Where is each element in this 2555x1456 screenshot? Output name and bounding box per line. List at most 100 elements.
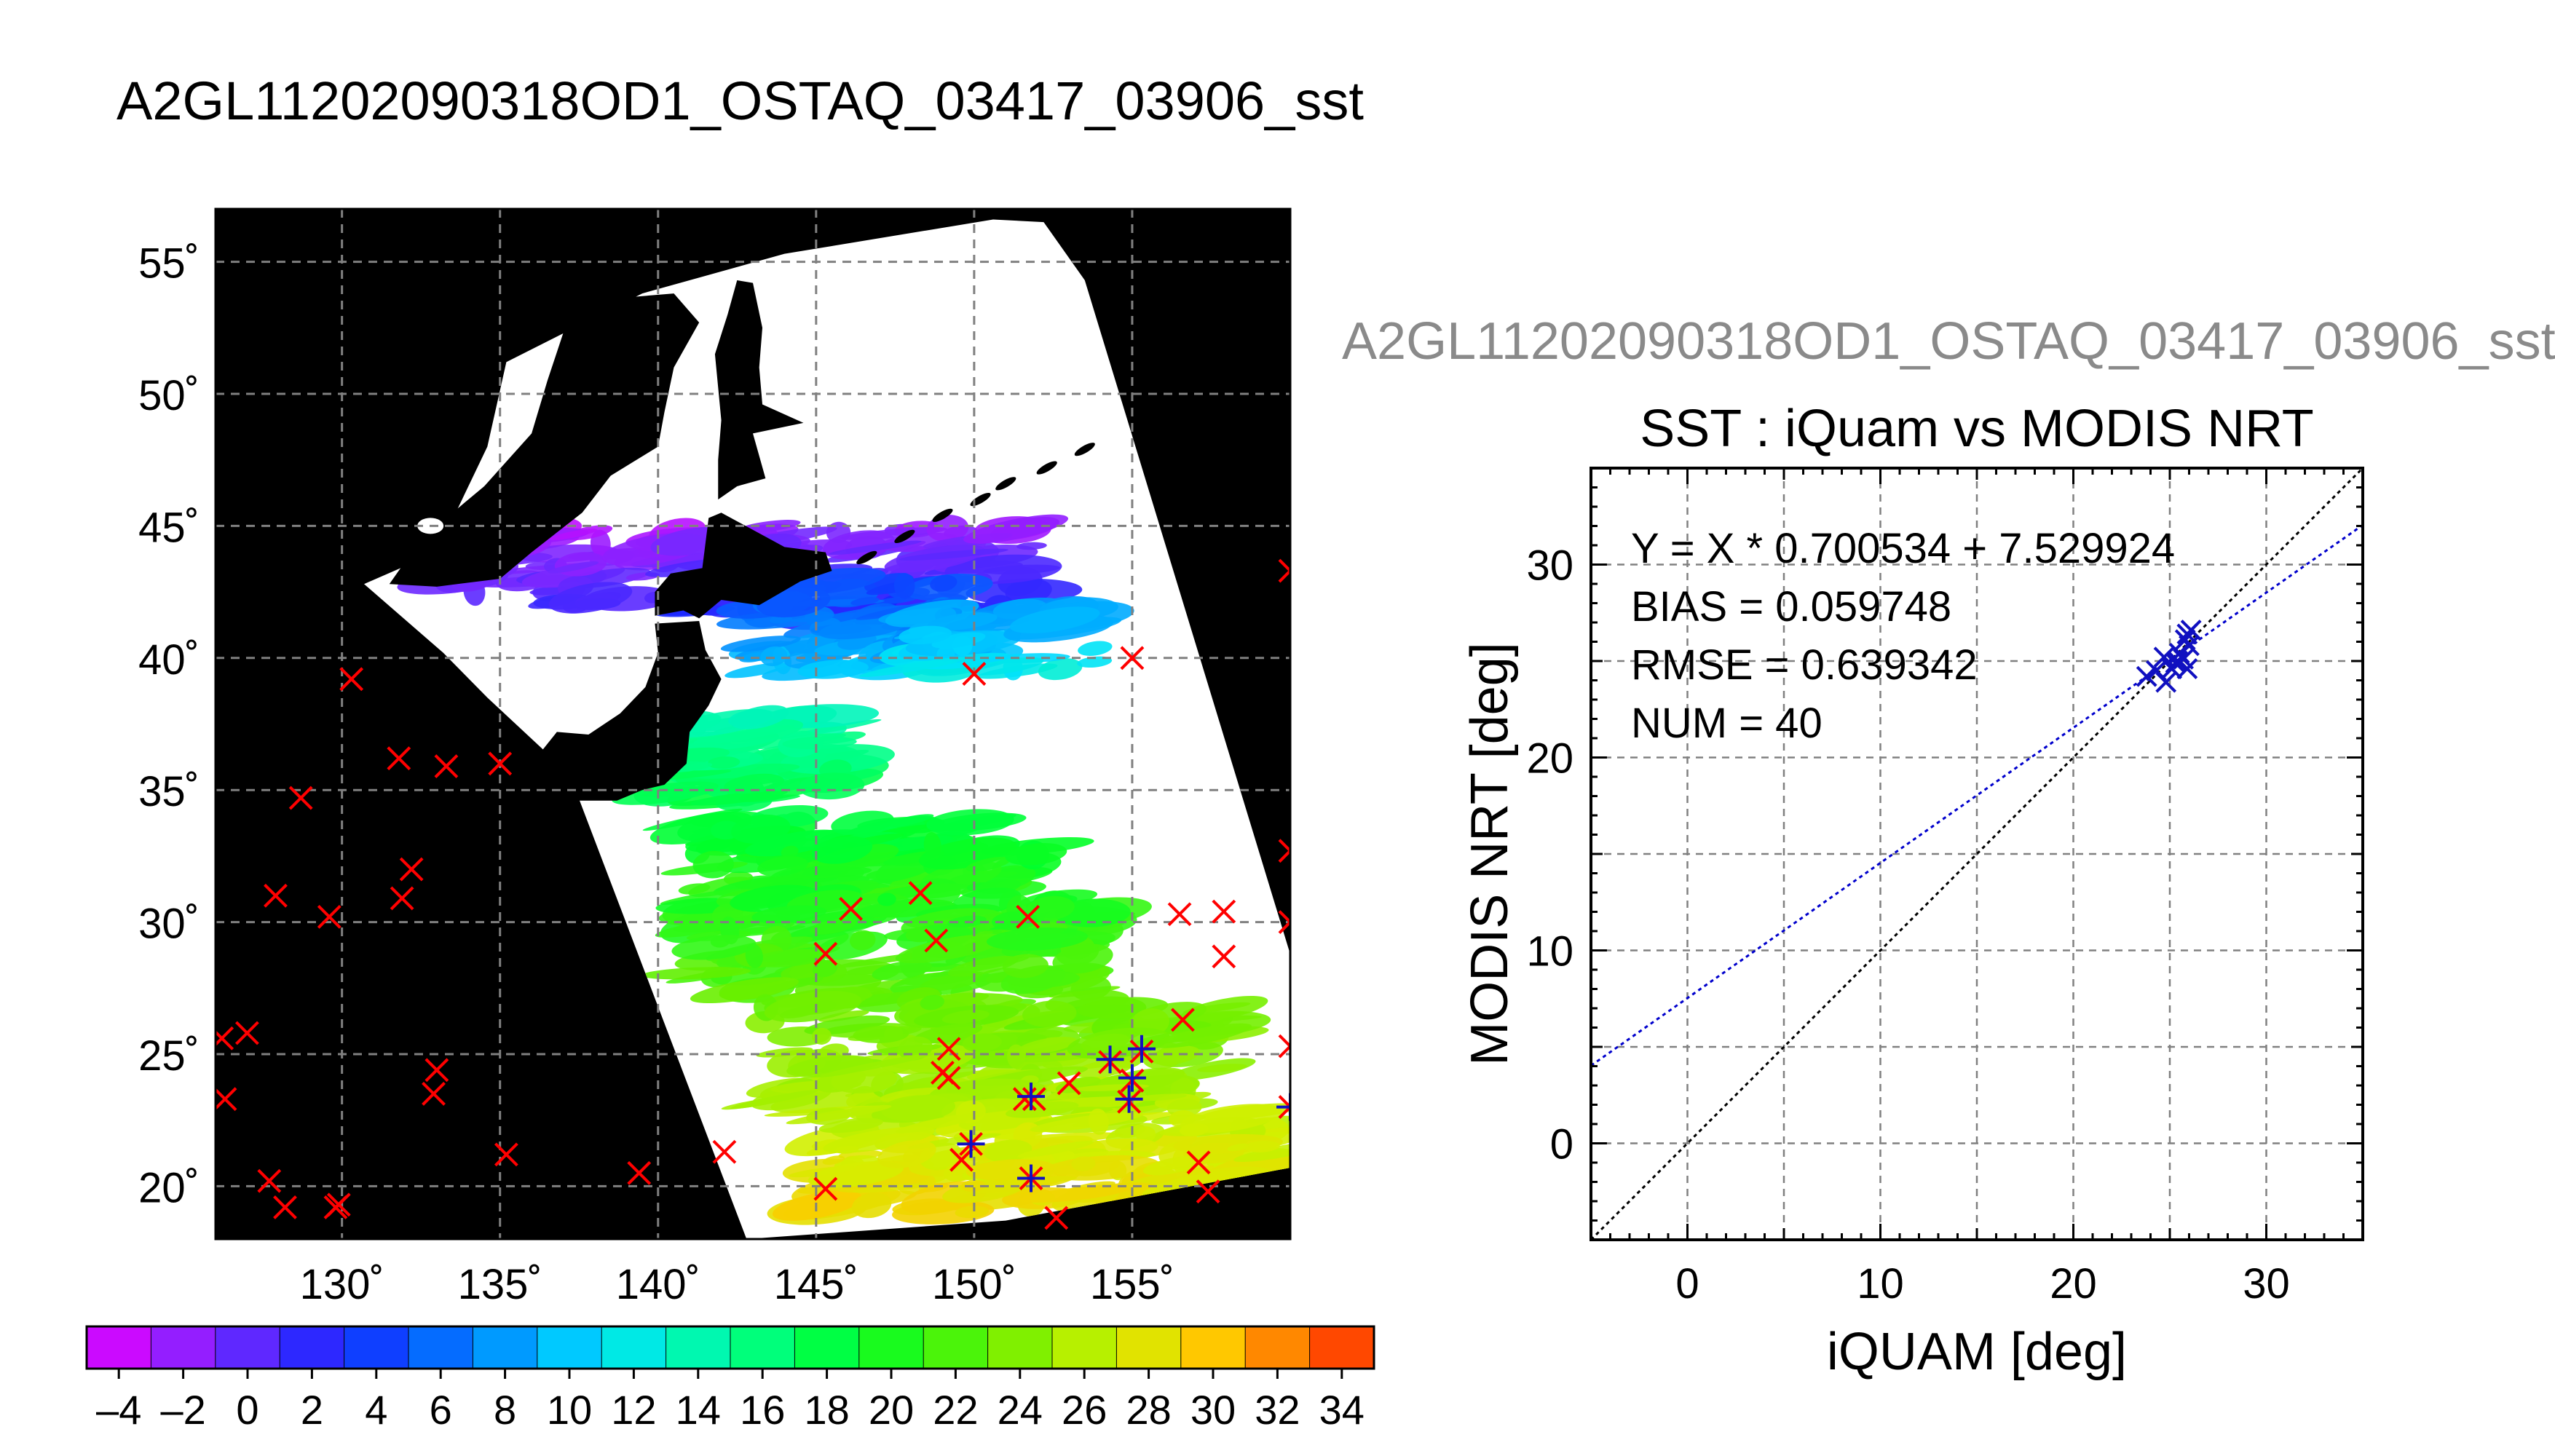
in-situ-marker-0	[1278, 558, 1290, 583]
scatter-annotation-1: BIAS = 0.059748	[1631, 583, 1951, 630]
sst-patch-pacific	[947, 956, 1019, 977]
sst-patch-tropical	[877, 1139, 936, 1168]
lat-tick-label: 40˚	[138, 636, 200, 684]
in-situ-marker-6-stroke-b	[488, 751, 513, 776]
colorbar-tick-label: 16	[740, 1387, 785, 1433]
sst-patch-pacific	[641, 967, 751, 980]
in-situ-marker-22-stroke-b	[936, 1037, 961, 1061]
sst-patch-pacific	[849, 930, 876, 951]
in-situ-marker-21	[1278, 910, 1290, 935]
sst-patch-pacific	[751, 905, 827, 924]
in-situ-marker-39-stroke-b	[1278, 1104, 1290, 1120]
lat-tick-label: 25˚	[138, 1032, 200, 1080]
sst-patch-kuroshio-ext	[769, 615, 793, 624]
in-situ-marker-0-stroke-a	[1278, 558, 1290, 573]
scatter-ytick-label: 20	[1526, 735, 1573, 783]
in-situ-marker-16-stroke-b	[1016, 904, 1040, 929]
scatter-ytick-label: 10	[1526, 928, 1573, 976]
colorbar-bin-7	[537, 1326, 602, 1369]
sst-patch-subtropical	[931, 812, 1027, 831]
sst-patch-pacific	[690, 977, 799, 1004]
in-situ-marker-51	[273, 1195, 297, 1219]
colorbar-bin-18	[1245, 1326, 1311, 1369]
colorbar-bin-0	[87, 1326, 151, 1369]
sst-patch-subtropical	[880, 883, 975, 900]
lon-tick-label: 145˚	[774, 1261, 858, 1308]
colorbar-bin-3	[280, 1326, 345, 1369]
scatter-xlabel: iQUAM [deg]	[1827, 1323, 2127, 1381]
sst-patch-south	[1022, 1000, 1077, 1027]
sst-patch-east	[969, 657, 1044, 676]
in-situ-marker-45	[627, 1160, 652, 1185]
scatter-point-3	[2155, 671, 2177, 693]
scatter-plot-area	[1591, 468, 2363, 1240]
sst-patch-subtropical	[649, 812, 753, 844]
in-situ-marker-24	[936, 1066, 961, 1091]
lat-tick-label: 35˚	[138, 768, 200, 815]
in-situ-marker-6	[488, 751, 513, 776]
lat-tick-label: 20˚	[138, 1164, 200, 1211]
scatter-ytick-label: 30	[1526, 542, 1573, 590]
colorbar-tick-label: 34	[1319, 1387, 1365, 1433]
sst-patch-tropical	[955, 1206, 990, 1219]
scatter-title: SST : iQuam vs MODIS NRT	[1640, 400, 2314, 458]
map-frame	[214, 207, 1292, 1241]
sst-patch-south	[1081, 1033, 1130, 1052]
matchup-marker-6	[1017, 1164, 1046, 1192]
in-situ-marker-44-stroke-b	[494, 1142, 518, 1167]
colorbar-tick-label: 20	[869, 1387, 914, 1433]
sst-patch-east	[885, 599, 979, 628]
kuril-island-3	[970, 493, 991, 507]
in-situ-marker-3	[339, 667, 364, 692]
scatter-point-1-stroke-b	[2146, 660, 2167, 681]
lat-tick-label: 30˚	[138, 901, 200, 948]
matchup-marker-5	[957, 1130, 985, 1158]
in-situ-marker-29	[216, 1087, 237, 1112]
land-mass-3	[389, 293, 700, 587]
colorbar-bin-15	[1052, 1326, 1117, 1369]
lon-tick-label: 140˚	[616, 1261, 700, 1308]
in-situ-marker-28	[422, 1082, 446, 1106]
sst-patch-pacific	[1052, 943, 1113, 974]
in-situ-marker-12-stroke-a	[1278, 839, 1290, 853]
sst-patch-south	[1153, 1023, 1252, 1048]
sst-patch-sea-of-japan	[454, 578, 500, 588]
in-situ-marker-21-stroke-a	[1278, 910, 1290, 925]
in-situ-marker-50-stroke-b	[257, 1168, 282, 1193]
sst-patch-subtropical	[811, 836, 873, 864]
colorbar-tick-label: 14	[676, 1387, 721, 1433]
scatter-annotation-0: Y = X * 0.700534 + 7.529924	[1631, 525, 2175, 572]
sst-patch-south	[920, 994, 944, 1010]
in-situ-marker-3-stroke-b	[339, 667, 364, 692]
sst-patch-east	[1077, 656, 1113, 668]
in-situ-marker-4-stroke-b	[387, 746, 411, 771]
colorbar-tick-label: 30	[1190, 1387, 1236, 1433]
in-situ-marker-8	[264, 883, 288, 908]
in-situ-marker-39-stroke-a	[1278, 1095, 1290, 1109]
sst-patch-pacific	[877, 893, 896, 906]
colorbar-bin-10	[730, 1326, 795, 1369]
sst-patch-kuril	[1016, 542, 1047, 550]
scatter-point-13-stroke-b	[2167, 650, 2189, 672]
colorbar-tick-label: 0	[236, 1387, 258, 1433]
sst-patch-south	[1150, 1045, 1200, 1065]
in-situ-marker-15	[924, 928, 949, 953]
colorbar-bin-14	[987, 1326, 1053, 1369]
colorbar-bin-12	[858, 1326, 924, 1369]
sst-patch-honshu	[782, 736, 857, 750]
sst-patch-tropical	[1071, 1156, 1096, 1171]
sst-patch-tropical	[822, 1155, 845, 1166]
scatter-point-10-stroke-b	[2179, 635, 2200, 657]
colorbar-bin-11	[794, 1326, 860, 1369]
in-situ-marker-14-stroke-b	[908, 881, 933, 906]
in-situ-marker-37-stroke-b	[1022, 1087, 1046, 1112]
lat-tick-label: 50˚	[138, 372, 200, 419]
kuril-island-2	[932, 508, 953, 522]
colorbar-tick-label: 8	[494, 1387, 516, 1433]
in-situ-marker-31-stroke-a	[1278, 1034, 1290, 1048]
matchup-marker-2	[1118, 1064, 1146, 1092]
in-situ-marker-11-stroke-b	[390, 886, 414, 911]
in-situ-marker-0-stroke-b	[1278, 569, 1290, 583]
in-situ-marker-50	[257, 1168, 282, 1193]
sst-patch-subtropical	[678, 883, 711, 895]
